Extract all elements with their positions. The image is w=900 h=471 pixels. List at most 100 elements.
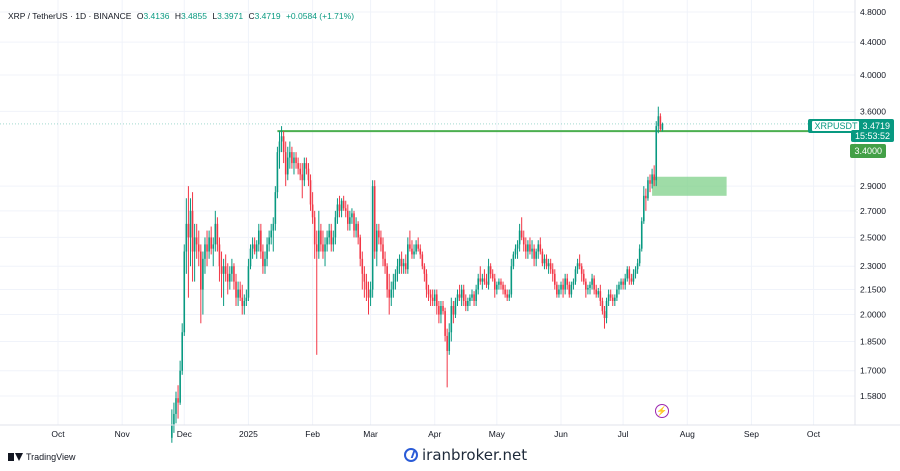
candle-body <box>276 152 279 193</box>
candle-body <box>595 289 597 295</box>
candle-body <box>286 157 289 175</box>
candle-body <box>624 278 626 285</box>
candle-body <box>183 251 186 333</box>
demand-zone <box>652 176 727 196</box>
low-label: L <box>212 11 218 21</box>
level-price-value: 3.4000 <box>854 146 882 156</box>
candle-body <box>622 281 624 285</box>
candle-body <box>375 230 378 252</box>
candle-body <box>529 244 531 252</box>
candle-body <box>315 244 318 252</box>
candle-body <box>363 273 366 282</box>
candle-body <box>510 266 513 295</box>
candle-body <box>173 413 175 426</box>
candle-body <box>373 186 376 252</box>
time-tick-label: Oct <box>807 429 821 439</box>
candle-body <box>402 263 405 267</box>
watermark-logo-icon <box>404 448 418 462</box>
candle-body <box>305 163 308 169</box>
candle-body <box>272 223 275 231</box>
tradingview-logo-icon <box>8 453 23 461</box>
price-tick-label: 4.8000 <box>860 7 886 17</box>
lightning-icon[interactable]: ⚡ <box>655 404 669 418</box>
time-tick-label: Feb <box>305 429 320 439</box>
candle-body <box>611 297 614 301</box>
candle-body <box>483 278 486 282</box>
candle-body <box>404 263 407 270</box>
candle-body <box>301 174 304 181</box>
candle-body <box>496 284 498 290</box>
high-value: 3.4855 <box>180 11 207 21</box>
candle-body <box>661 123 664 130</box>
candle-body <box>533 248 535 259</box>
candle-body <box>479 278 482 282</box>
candle-body <box>578 263 581 267</box>
candle-body <box>417 244 419 249</box>
price-tick-label: 2.0000 <box>860 310 886 320</box>
candle-body <box>556 284 558 295</box>
time-tick-label: Mar <box>363 429 378 439</box>
candle-body <box>651 174 653 184</box>
candle-body <box>481 278 484 282</box>
candle-body <box>303 163 306 181</box>
candle-body <box>442 306 444 312</box>
tradingview-logo[interactable]: TradingView <box>8 452 76 462</box>
candle-body <box>200 251 202 290</box>
candle-body <box>551 269 554 274</box>
candle-body <box>365 281 368 290</box>
price-axis[interactable]: 4.8000 4.4000 4.0000 3.6000 2.9000 2.7000 2.50… <box>860 7 886 401</box>
change-value: +0.0584 (+1.71%) <box>285 11 355 21</box>
candle-body <box>522 237 525 245</box>
candle-body <box>659 116 662 130</box>
candle-body <box>506 294 508 298</box>
candle-body <box>640 221 643 249</box>
candle-body <box>311 204 314 218</box>
candle-body <box>576 263 579 270</box>
candle-body <box>222 266 225 274</box>
candle-body <box>582 273 585 282</box>
price-tick-label: 1.5800 <box>860 391 886 401</box>
countdown-label: 15:53:52 <box>850 130 894 142</box>
candle-body <box>257 230 260 245</box>
brand-name: TradingView <box>26 452 76 462</box>
candle-body <box>407 244 409 270</box>
candle-body <box>458 294 461 298</box>
candle-body <box>344 208 347 211</box>
candle-body <box>508 294 511 298</box>
candle-body <box>634 269 637 274</box>
candle-body <box>456 294 459 301</box>
candle-body <box>390 289 393 298</box>
candle-body <box>630 278 633 282</box>
candle-body <box>421 254 424 267</box>
time-tick-label: Aug <box>680 429 695 439</box>
symbol-title[interactable]: XRP / TetherUS · 1D · BINANCE <box>8 11 132 21</box>
candle-body <box>609 294 612 298</box>
candle-body <box>324 244 326 252</box>
candle-body <box>643 195 645 222</box>
candle-body <box>249 248 252 267</box>
candle-body <box>425 273 428 290</box>
candle-body <box>539 244 542 252</box>
candle-body <box>355 223 357 231</box>
last-price-value: 3.4719 <box>862 121 890 131</box>
candle-body <box>597 291 600 295</box>
candle-body <box>477 278 480 290</box>
candle-body <box>179 370 181 403</box>
candle-body <box>216 223 219 245</box>
candle-body <box>436 294 438 307</box>
candle-body <box>289 152 291 158</box>
candle-body <box>245 297 248 301</box>
candle-body <box>320 230 322 245</box>
candle-body <box>491 273 494 279</box>
candle-body <box>396 266 399 274</box>
candle-body <box>558 289 560 295</box>
candle-body <box>647 180 649 199</box>
candle-body <box>574 269 577 282</box>
candle-body <box>218 244 221 267</box>
time-axis[interactable]: Oct Nov Dec 2025 Feb Mar Apr May Jun Jul Aug Sep Oct <box>51 429 820 439</box>
candle-body <box>572 281 575 285</box>
time-tick-label: Oct <box>51 429 65 439</box>
candles <box>171 106 664 443</box>
candle-body <box>322 244 324 252</box>
